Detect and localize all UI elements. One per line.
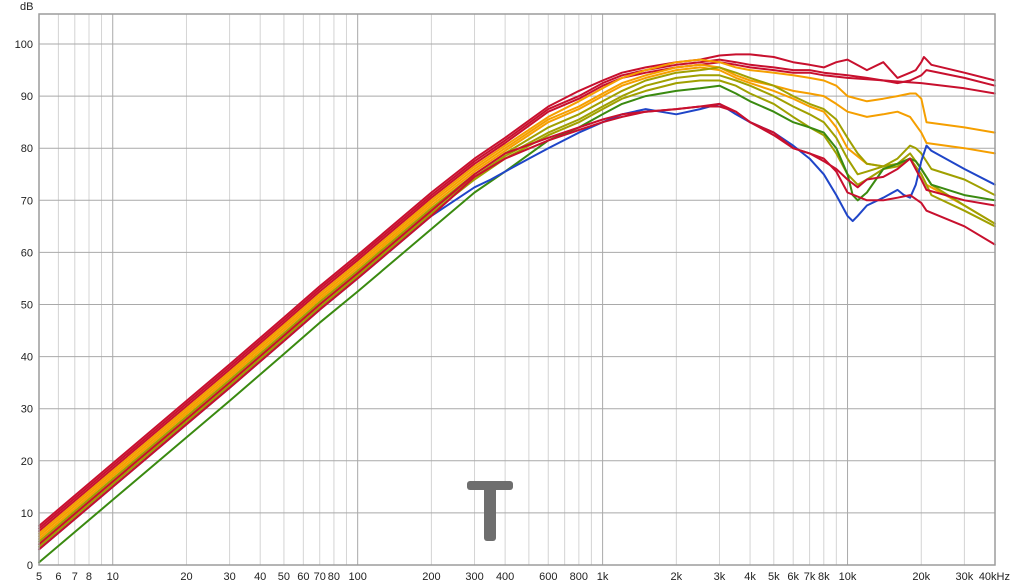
y-tick-label: 50 xyxy=(21,300,33,312)
x-tick-label: 600 xyxy=(539,571,557,583)
series-line-1 xyxy=(38,53,996,527)
y-tick-label: 60 xyxy=(21,247,33,259)
x-tick-label: 100 xyxy=(348,571,366,583)
x-tick-label: 800 xyxy=(570,571,588,583)
y-tick-label: 30 xyxy=(21,404,33,416)
x-tick-label: 7k xyxy=(804,571,816,583)
x-tick-label: 300 xyxy=(465,571,483,583)
x-tick-label: 5 xyxy=(36,571,42,583)
series-line-12 xyxy=(38,105,996,546)
y-axis-unit: dB xyxy=(20,1,33,13)
series-line-10 xyxy=(38,84,996,564)
x-tick-label: 40 xyxy=(254,571,266,583)
y-tick-label: 0 xyxy=(27,560,33,572)
y-tick-label: 100 xyxy=(15,39,33,51)
x-tick-label: 8k xyxy=(818,571,830,583)
x-tick-label: 1k xyxy=(597,571,609,583)
x-tick-label: 20k xyxy=(912,571,930,583)
x-tick-label: 7 xyxy=(72,571,78,583)
series-line-5 xyxy=(38,63,996,538)
plot-frame xyxy=(38,13,996,566)
x-tick-label: 6 xyxy=(55,571,61,583)
series-line-4 xyxy=(38,58,996,535)
x-tick-label: 5k xyxy=(768,571,780,583)
series-line-11 xyxy=(38,102,996,551)
x-tick-label: 6k xyxy=(787,571,799,583)
x-tick-label: 3k xyxy=(714,571,726,583)
y-tick-label: 10 xyxy=(21,508,33,520)
x-tick-label: 400 xyxy=(496,571,514,583)
y-tick-label: 70 xyxy=(21,195,33,207)
x-tick-label: 30k xyxy=(956,571,974,583)
series-line-7 xyxy=(38,66,996,543)
x-tick-label: 70 xyxy=(314,571,326,583)
series-line-3 xyxy=(38,61,996,533)
x-tick-label: 50 xyxy=(278,571,290,583)
x-tick-label: 60 xyxy=(297,571,309,583)
x-tick-label: 20 xyxy=(180,571,192,583)
y-tick-label: 40 xyxy=(21,352,33,364)
x-tick-label: 2k xyxy=(671,571,683,583)
x-tick-label: 200 xyxy=(422,571,440,583)
x-tick-label: 30 xyxy=(223,571,235,583)
x-tick-label: 80 xyxy=(328,571,340,583)
series-group xyxy=(38,53,996,564)
y-tick-label: 20 xyxy=(21,456,33,468)
x-tick-label: 4k xyxy=(744,571,756,583)
x-tick-label: 40kHz xyxy=(979,571,1010,583)
x-tick-label: 8 xyxy=(86,571,92,583)
x-tick-label: 10k xyxy=(839,571,857,583)
series-line-13 xyxy=(38,102,996,551)
series-line-2 xyxy=(38,58,996,530)
x-tick-label: 10 xyxy=(107,571,119,583)
y-tick-label: 90 xyxy=(21,91,33,103)
y-tick-label: 80 xyxy=(21,143,33,155)
letter-t-logo xyxy=(467,481,513,541)
